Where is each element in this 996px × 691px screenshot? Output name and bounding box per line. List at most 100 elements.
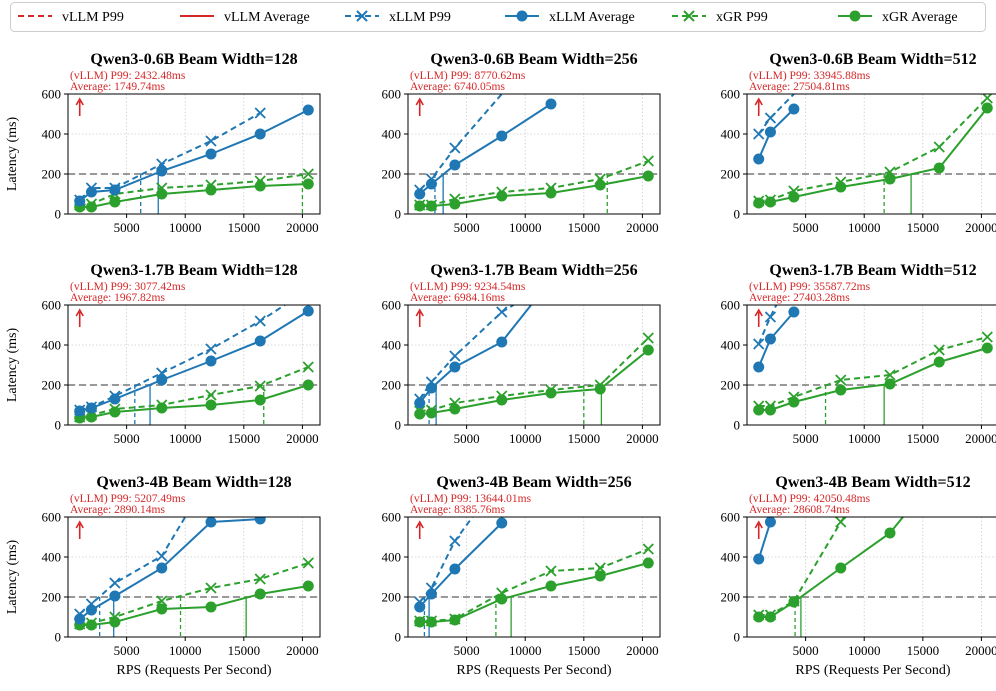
vllm-offscale-arrow bbox=[75, 520, 84, 539]
x-tick-label: 20000 bbox=[286, 220, 319, 235]
x-tick-label: 15000 bbox=[568, 643, 601, 658]
data-point-xgr_avg bbox=[425, 407, 437, 419]
data-point-xgr_avg bbox=[545, 387, 557, 399]
data-point-xgr_p99 bbox=[205, 389, 217, 401]
series-line-xgr_avg bbox=[758, 517, 904, 618]
data-point-xllm_avg bbox=[254, 335, 266, 347]
y-tick-label: 400 bbox=[42, 550, 62, 565]
y-tick-label: 600 bbox=[721, 87, 741, 102]
x-tick-label: 5000 bbox=[114, 220, 140, 235]
chart-panel: Qwen3-0.6B Beam Width=512 (vLLM) P99: 339… bbox=[721, 51, 996, 235]
data-point-xgr_p99 bbox=[302, 361, 314, 373]
x-tick-label: 20000 bbox=[965, 643, 996, 658]
legend-item: xLLM Average bbox=[505, 10, 635, 25]
y-tick-label: 0 bbox=[55, 418, 62, 433]
vllm-offscale-arrow bbox=[75, 97, 84, 116]
x-tick-label: 20000 bbox=[965, 220, 996, 235]
chart-panel: Qwen3-4B Beam Width=512 (vLLM) P99: 42050… bbox=[721, 474, 996, 678]
y-tick-label: 200 bbox=[382, 167, 402, 182]
x-tick-label: 5000 bbox=[793, 643, 819, 658]
vllm-p99-annotation: (vLLM) P99: 35587.72ms bbox=[749, 281, 871, 293]
data-point-xgr_avg bbox=[496, 593, 508, 605]
y-tick-label: 600 bbox=[382, 510, 402, 525]
data-point-xllm_p99 bbox=[496, 306, 508, 318]
x-tick-label: 5000 bbox=[793, 431, 819, 446]
data-point-xgr_avg bbox=[156, 188, 168, 200]
vllm-avg-annotation: Average: 1967.82ms bbox=[70, 292, 165, 304]
plot-area bbox=[74, 305, 314, 425]
data-point-xllm_avg bbox=[753, 153, 765, 165]
y-tick-label: 600 bbox=[721, 510, 741, 525]
data-point-xllm_avg bbox=[414, 601, 426, 613]
data-point-xgr_p99 bbox=[642, 543, 654, 555]
vllm-p99-annotation: (vLLM) P99: 9234.54ms bbox=[410, 281, 526, 293]
x-tick-label: 5000 bbox=[793, 220, 819, 235]
x-tick-label: 10000 bbox=[169, 643, 202, 658]
data-point-xllm_avg bbox=[74, 613, 86, 625]
series-line-xgr_avg bbox=[758, 107, 989, 204]
data-point-xgr_avg bbox=[109, 616, 121, 628]
data-point-xgr_avg bbox=[302, 379, 314, 391]
x-axis-label: RPS (Requests Per Second) bbox=[795, 663, 951, 678]
data-point-xgr_avg bbox=[85, 411, 97, 423]
vllm-avg-annotation: Average: 27504.81ms bbox=[749, 81, 850, 93]
legend: vLLM P99 vLLM Average xLLM P99 xLLM Average… bbox=[10, 2, 986, 32]
data-point-xgr_avg bbox=[764, 404, 776, 416]
data-point-xgr_p99 bbox=[205, 582, 217, 594]
legend-label: xLLM P99 bbox=[389, 10, 451, 25]
vllm-avg-annotation: Average: 2890.14ms bbox=[70, 504, 165, 516]
x-tick-label: 15000 bbox=[568, 220, 601, 235]
data-point-xgr_avg bbox=[933, 356, 945, 368]
data-point-xgr_avg bbox=[156, 603, 168, 615]
data-point-xgr_avg bbox=[205, 399, 217, 411]
chart-title: Qwen3-4B Beam Width=128 bbox=[96, 474, 291, 491]
vllm-p99-annotation: (vLLM) P99: 8770.62ms bbox=[410, 70, 526, 82]
data-point-xgr_p99 bbox=[302, 557, 314, 569]
y-tick-label: 600 bbox=[42, 510, 62, 525]
data-point-xllm_avg bbox=[85, 604, 97, 616]
x-tick-label: 10000 bbox=[509, 431, 542, 446]
y-tick-label: 600 bbox=[721, 298, 741, 313]
data-point-xllm_avg bbox=[545, 98, 557, 110]
data-point-xgr_avg bbox=[425, 200, 437, 212]
chart-panel: Qwen3-0.6B Beam Width=128 (vLLM) P99: 243… bbox=[5, 51, 321, 235]
data-point-xgr_avg bbox=[85, 619, 97, 631]
data-point-xllm_p99 bbox=[449, 350, 461, 362]
data-point-xgr_avg bbox=[642, 557, 654, 569]
x-tick-label: 20000 bbox=[286, 431, 319, 446]
data-point-xllm_avg bbox=[414, 188, 426, 200]
series-line-xllm_avg bbox=[79, 518, 261, 620]
y-tick-label: 0 bbox=[395, 418, 402, 433]
data-point-xllm_avg bbox=[496, 517, 508, 529]
chart-title: Qwen3-1.7B Beam Width=128 bbox=[90, 262, 297, 279]
data-point-xllm_avg bbox=[753, 553, 765, 565]
series-line-xllm_p99 bbox=[419, 94, 503, 191]
chart-panel: Qwen3-1.7B Beam Width=256 (vLLM) P99: 923… bbox=[382, 262, 661, 446]
x-tick-label: 20000 bbox=[626, 431, 659, 446]
axes-frame bbox=[67, 304, 321, 426]
series-line-xllm_p99 bbox=[757, 94, 795, 135]
y-tick-label: 400 bbox=[382, 127, 402, 142]
x-axis-label: RPS (Requests Per Second) bbox=[456, 663, 612, 678]
data-point-xgr_avg bbox=[545, 580, 557, 592]
y-tick-label: 600 bbox=[42, 87, 62, 102]
data-point-xllm_avg bbox=[449, 159, 461, 171]
data-point-xgr_avg bbox=[884, 527, 896, 539]
data-point-xgr_avg bbox=[594, 383, 606, 395]
vllm-offscale-arrow bbox=[754, 520, 763, 539]
data-point-xgr_avg bbox=[642, 344, 654, 356]
vllm-offscale-arrow bbox=[754, 97, 763, 116]
chart-panels: Qwen3-0.6B Beam Width=128 (vLLM) P99: 243… bbox=[5, 51, 996, 678]
data-point-xgr_avg bbox=[594, 570, 606, 582]
data-point-xgr_p99 bbox=[156, 595, 168, 607]
x-tick-label: 5000 bbox=[454, 431, 480, 446]
y-tick-label: 400 bbox=[382, 338, 402, 353]
data-point-xgr_avg bbox=[449, 198, 461, 210]
data-point-xgr_p99 bbox=[594, 562, 606, 574]
data-point-xgr_avg bbox=[414, 200, 426, 212]
data-point-xgr_p99 bbox=[302, 168, 314, 180]
series-line-xgr_p99 bbox=[419, 548, 649, 622]
x-tick-label: 15000 bbox=[228, 643, 261, 658]
x-tick-label: 15000 bbox=[907, 643, 940, 658]
data-point-xllm_avg bbox=[205, 355, 217, 367]
